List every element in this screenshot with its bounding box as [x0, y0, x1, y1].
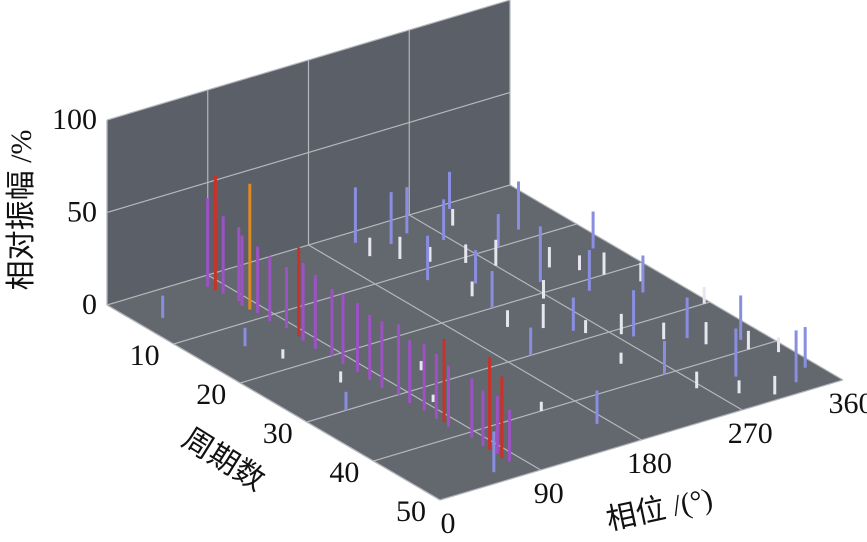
- z-tick-label: 0: [82, 288, 97, 321]
- stems: [161, 171, 807, 473]
- x-tick-label: 270: [728, 417, 773, 450]
- grid-line: [439, 379, 844, 501]
- grid-line: [173, 223, 577, 345]
- x-tick-label: 0: [441, 507, 456, 540]
- grid-line: [373, 340, 777, 462]
- y-tick-label: 20: [196, 378, 226, 411]
- x-tick-label: 360: [829, 387, 867, 420]
- z-axis-title: 相对振幅 /%: [5, 130, 38, 291]
- x-axis-title: 相位 /(°): [603, 482, 715, 537]
- z-tick-label: 100: [52, 103, 97, 136]
- y-tick-label: 10: [130, 339, 160, 372]
- axis-edge: [106, 304, 441, 501]
- grid-line: [306, 301, 710, 423]
- grid-line: [240, 262, 644, 384]
- y-axis-title: 周期数: [176, 422, 270, 498]
- x-tick-label: 180: [627, 447, 672, 480]
- y-tick-label: 40: [329, 456, 359, 489]
- grid-line: [509, 184, 844, 381]
- grid-line: [207, 274, 542, 471]
- x-tick-label: 90: [534, 477, 564, 510]
- z-tick-label: 50: [67, 195, 97, 228]
- grid-line: [308, 244, 642, 441]
- y-tick-label: 50: [396, 495, 426, 528]
- y-tick-label: 30: [263, 417, 293, 450]
